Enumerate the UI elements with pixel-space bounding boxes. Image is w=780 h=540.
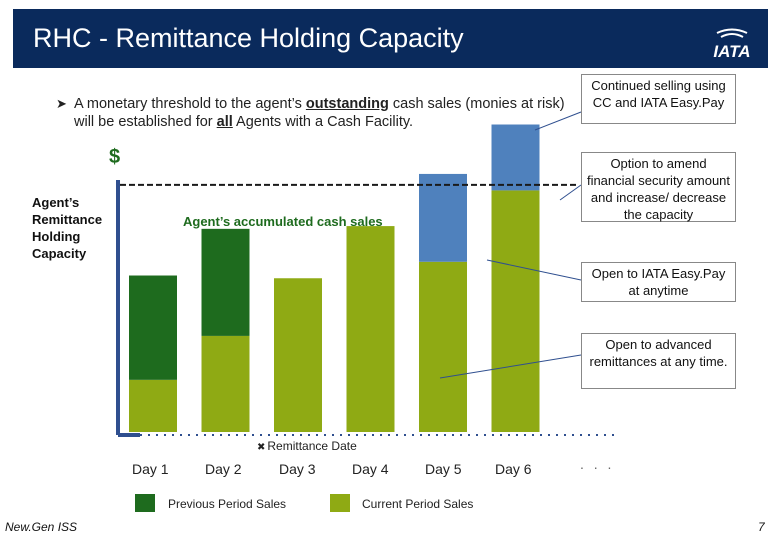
title-bar: RHC - Remittance Holding Capacity IATA	[13, 9, 768, 68]
callout-connector-4	[439, 354, 582, 379]
day-label: Day 1	[132, 461, 169, 477]
bullet-emphasis-outstanding: outstanding	[305, 96, 389, 112]
legend-label-previous: Previous Period Sales	[168, 497, 287, 511]
bar-segment	[491, 190, 540, 432]
bar-segment	[419, 261, 467, 432]
arrow-bullet-icon: ➤	[56, 96, 67, 111]
callout-advanced-remittances: Open to advanced remittances at any time…	[581, 333, 736, 389]
bar-segment	[201, 335, 250, 432]
slide-title: RHC - Remittance Holding Capacity	[33, 23, 464, 53]
bars-group	[129, 124, 540, 432]
legend-swatch-current	[330, 494, 350, 512]
day-label: Day 6	[495, 461, 532, 477]
day-label: Day 4	[352, 461, 389, 477]
day-label: Day 2	[205, 461, 242, 477]
bullet-text: A monetary threshold to the agent’s outs…	[56, 95, 576, 131]
day-label: Day 3	[279, 461, 316, 477]
bar-segment	[274, 278, 322, 432]
callout-connector-2	[559, 184, 582, 201]
dollar-axis-label: $	[109, 146, 121, 168]
ellipsis: . . .	[580, 456, 615, 472]
accumulated-sales-label: Agent’s accumulated cash sales	[183, 214, 383, 229]
logo-text: IATA	[713, 42, 750, 61]
bullet-emphasis-all: all	[216, 114, 233, 130]
callout-open-easypay: Open to IATA Easy.Pay at anytime	[581, 262, 736, 302]
bullet-prefix: A monetary threshold to the agent’s	[74, 96, 302, 112]
bar-segment	[201, 228, 250, 336]
remittance-date-label: ✖ Remittance Date	[257, 439, 357, 453]
legend-label-current: Current Period Sales	[362, 497, 474, 511]
page-number: 7	[758, 520, 765, 534]
capacity-label: Agent’s Remittance Holding Capacity	[32, 195, 103, 261]
bullet-middle: cash sales (monies at risk) will be esta…	[74, 96, 565, 130]
bar-segment	[129, 275, 177, 380]
bar-segment	[491, 124, 540, 191]
bar-segment	[419, 173, 467, 262]
footer-label: New.Gen ISS	[5, 520, 78, 534]
remittance-date-text: Remittance Date	[267, 439, 357, 453]
bullet-suffix: Agents with a Cash Facility.	[236, 114, 414, 130]
legend-swatch-previous	[135, 494, 155, 512]
day-label: Day 5	[425, 461, 462, 477]
callout-amend-security: Option to amend financial security amoun…	[581, 152, 736, 222]
iata-logo: IATA	[713, 28, 751, 61]
callout-connector-3	[486, 259, 582, 281]
callout-continued-selling: Continued selling using CC and IATA Easy…	[581, 74, 736, 124]
star-icon: ✖	[257, 442, 266, 453]
bar-segment	[346, 226, 395, 432]
bullet-point: ➤ A monetary threshold to the agent’s ou…	[56, 95, 576, 131]
bar-segment	[129, 379, 177, 432]
